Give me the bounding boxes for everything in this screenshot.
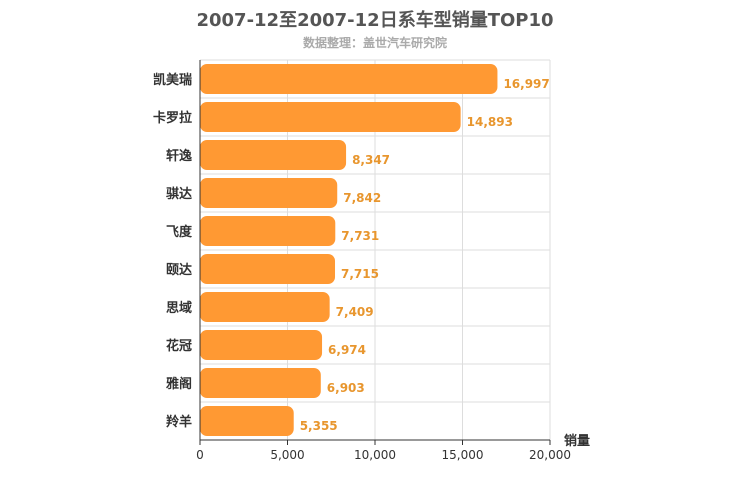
bar — [200, 254, 336, 284]
bar — [200, 292, 330, 322]
category-label: 思域 — [166, 300, 192, 316]
bar — [200, 406, 294, 436]
category-label: 羚羊 — [166, 414, 192, 430]
data-label: 7,842 — [343, 191, 381, 205]
bar — [200, 140, 347, 170]
x-tick-label: 10,000 — [354, 448, 396, 462]
bar — [200, 102, 461, 132]
x-tick-label: 15,000 — [442, 448, 484, 462]
data-label: 7,409 — [336, 305, 374, 319]
category-label: 飞度 — [166, 224, 193, 240]
bar — [200, 368, 321, 398]
x-tick-label: 20,000 — [529, 448, 571, 462]
bars: 16,997 14,893 8,347 7,842 7,731 7,715 7,409 6,9… — [200, 64, 550, 436]
chart-subtitle: 数据整理：盖世汽车研究院 — [302, 36, 447, 50]
bar — [200, 178, 338, 208]
bar — [200, 330, 323, 360]
data-label: 5,355 — [300, 419, 338, 433]
data-label: 6,903 — [327, 381, 365, 395]
bar — [200, 216, 336, 246]
category-label: 凯美瑞 — [153, 72, 192, 88]
x-axis-title: 销量 — [564, 433, 590, 449]
category-label: 轩逸 — [166, 148, 192, 164]
data-label: 7,715 — [341, 267, 379, 281]
category-label: 雅阁 — [166, 376, 192, 392]
data-label: 6,974 — [328, 343, 366, 357]
data-label: 7,731 — [341, 229, 379, 243]
x-tick-label: 5,000 — [270, 448, 304, 462]
chart-title: 2007-12至2007-12日系车型销量TOP10 — [196, 10, 554, 31]
data-label: 14,893 — [467, 115, 513, 129]
x-tick-label: 0 — [196, 448, 204, 462]
category-label: 花冠 — [166, 338, 192, 354]
data-label: 16,997 — [503, 77, 549, 91]
category-label: 颐达 — [166, 262, 192, 278]
category-label: 卡罗拉 — [153, 110, 192, 126]
bar — [200, 64, 498, 94]
category-label: 骐达 — [166, 186, 192, 202]
data-label: 8,347 — [352, 153, 390, 167]
